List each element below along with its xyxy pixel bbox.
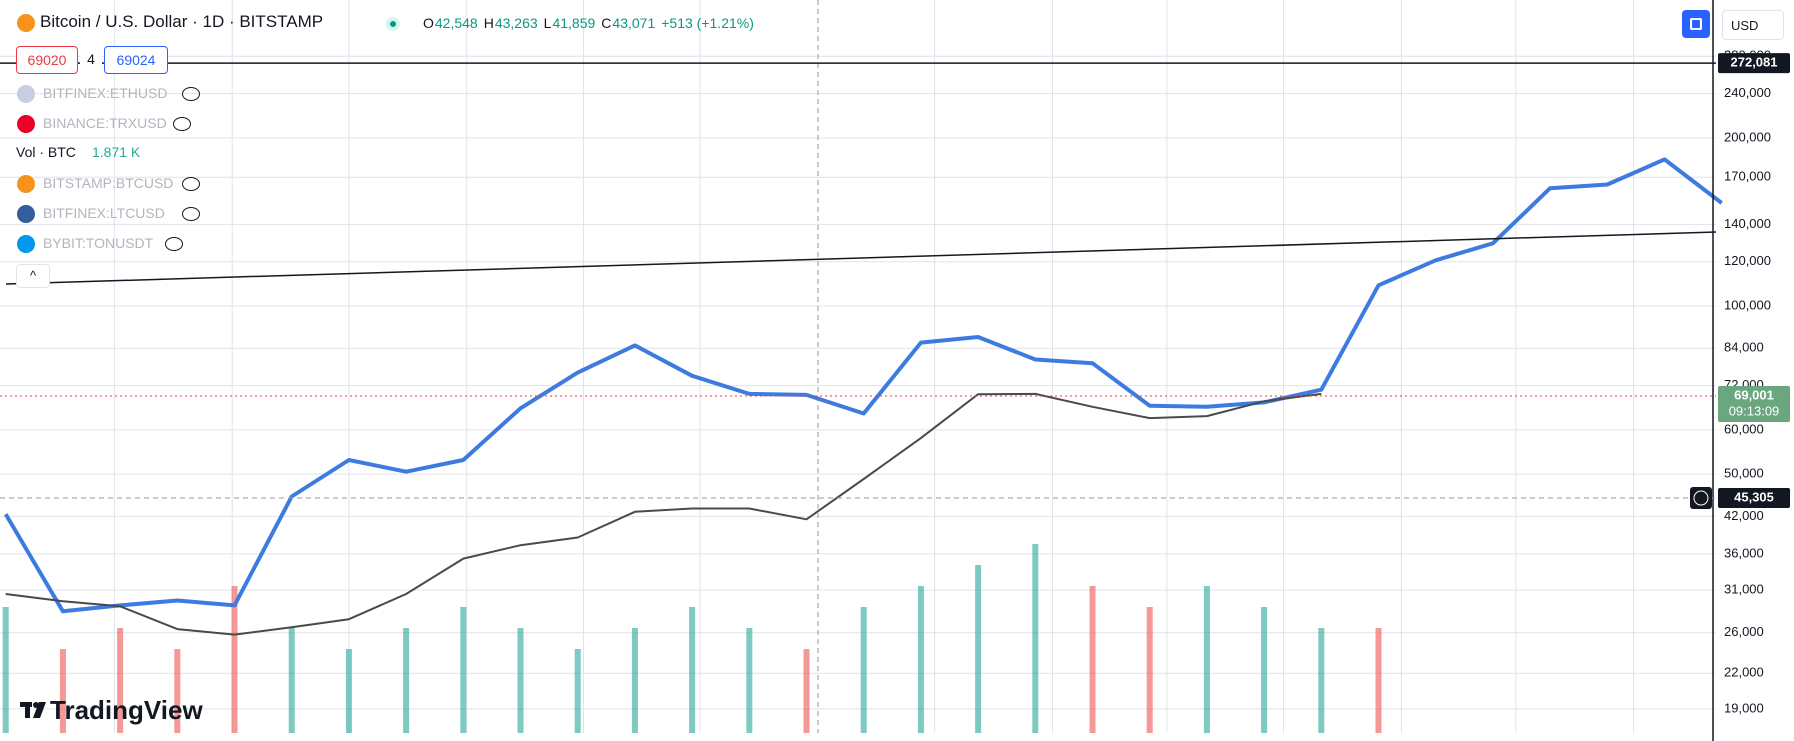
y-tick-label: 100,000 [1724,297,1771,312]
y-tick-label: 60,000 [1724,421,1764,436]
change: +513 (+1.21%) [661,15,754,31]
eye-off-icon [181,207,200,221]
logo-mark [20,700,46,720]
screen-button[interactable] [1682,10,1710,38]
y-tick-label: 200,000 [1724,129,1771,144]
crosshair-plus [1690,487,1712,510]
price-line [3,157,1723,614]
legend-item: BINANCE:TRXUSD [43,115,167,131]
legend-item: BITFINEX:LTCUSD [43,205,165,221]
price-tag-label: 272,081 [1731,55,1778,70]
volume-bar [231,586,238,733]
volume-bar [1032,544,1039,733]
ohlc-key: H [483,15,494,31]
legend-icon [17,235,35,253]
y-tick-label: 42,000 [1724,508,1764,523]
volume-bar [860,607,867,733]
y-tick-label: 84,000 [1724,340,1764,355]
y-tick-label: 31,000 [1724,582,1764,597]
collapse-button[interactable]: ^ [16,264,50,288]
y-tick-label: 36,000 [1724,545,1764,560]
y-tick-label: 240,000 [1724,85,1771,100]
y-tick-label: 50,000 [1724,466,1764,481]
legend-icon [17,85,35,103]
ohlc-value: 43,071 [612,15,656,31]
volume-bar [975,565,982,733]
volume-bar [1089,586,1096,733]
volume-bar [631,628,638,733]
eye-off-icon [164,237,183,251]
price-tag [1718,385,1790,422]
currency-button[interactable]: USD [1722,10,1784,40]
legend-item: BITFINEX:ETHUSD [43,85,168,101]
logo: TradingView [50,695,203,725]
volume-bar [174,649,181,733]
y-tick-label: 140,000 [1724,216,1771,231]
price-tag [1718,53,1790,74]
volume-bar [917,586,924,733]
volume-bar [1146,607,1153,733]
price-tag-label: 45,305 [1734,489,1774,504]
volume-bar [117,628,124,733]
y-tick-label: 22,000 [1724,665,1764,680]
price-tag [1718,488,1790,509]
ohlc-value: 41,859 [552,15,596,31]
symbol-title[interactable]: Bitcoin / U.S. Dollar · 1D · BITSTAMP [40,12,324,31]
volume-bar [2,607,9,733]
price-tag-label: 69,001 [1734,387,1774,402]
countdown: 09:13:09 [1729,403,1780,418]
ohlc-value: 43,263 [494,15,538,31]
y-tick-label: 19,000 [1724,700,1764,715]
legend-icon [17,175,35,193]
buy-button[interactable]: 69024 [104,46,168,74]
spread: 4 [80,46,102,72]
ohlc-key: L [543,15,552,31]
volume-bar [1261,607,1268,733]
volume-bar [1203,586,1210,733]
ohlc-key: C [601,15,612,31]
eye-off-icon [181,87,200,101]
legend-icon [17,115,35,133]
trend-line [5,231,1717,285]
legend-icon [17,205,35,223]
ohlc-value: 42,548 [434,15,478,31]
plus-icon [1693,490,1709,506]
legend-item: BYBIT:TONUSDT [43,235,154,251]
legend-item: BITSTAMP:BTCUSD [43,175,174,191]
y-tick-label: 170,000 [1724,169,1771,184]
y-tick-label: 120,000 [1724,253,1771,268]
status-dot [386,17,400,31]
volume-bar [59,649,66,733]
axis-background [1716,0,1794,741]
volume-value: 1.871 K [92,144,141,160]
volume-bar [517,628,524,733]
eye-off-icon [173,117,192,131]
volume-bar [1318,628,1325,733]
ohlc-values: O42,548 H43,263 L41,859 C43,071 +513 (+1.21%… [423,15,760,31]
btc-icon [17,14,35,32]
volume-label: Vol · BTC [16,144,76,160]
eye-off-icon [181,177,200,191]
volume-bar [746,628,753,733]
ohlc-key: O [423,15,434,31]
sell-button[interactable]: 69020 [16,46,78,74]
volume-bar [460,607,467,733]
volume-bar [689,607,696,733]
price-line [5,392,1322,636]
volume-bar [574,649,581,733]
volume-bar [345,649,352,733]
volume-bar [288,628,295,733]
volume-bar [803,649,810,733]
volume-bar [1375,628,1382,733]
volume-bar [403,628,410,733]
y-tick-label: 26,000 [1724,624,1764,639]
